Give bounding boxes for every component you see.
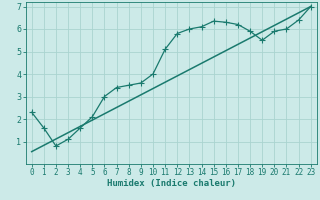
X-axis label: Humidex (Indice chaleur): Humidex (Indice chaleur) (107, 179, 236, 188)
